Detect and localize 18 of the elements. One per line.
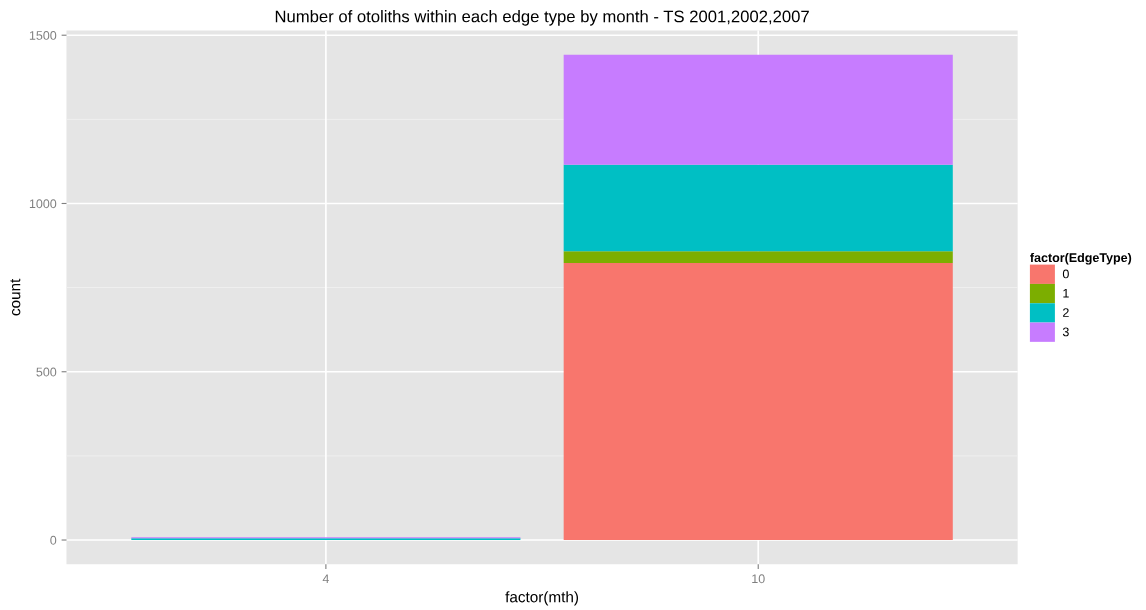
chart-title: Number of otoliths within each edge type by month - TS 2001,2002,2007 xyxy=(275,10,809,26)
legend-label: 2 xyxy=(1063,308,1069,317)
x-tick-label: 10 xyxy=(752,574,765,584)
y-axis-title: count xyxy=(10,278,21,316)
x-tick-label: 4 xyxy=(322,574,329,584)
y-tick-label: 0 xyxy=(50,535,57,545)
bar xyxy=(563,164,953,252)
legend-label: 3 xyxy=(1062,327,1069,337)
y-tick-label: 1000 xyxy=(29,199,57,209)
legend-label: 1 xyxy=(1063,288,1069,298)
legend-title: factor(EdgeType) xyxy=(1030,252,1132,265)
bar xyxy=(563,54,953,165)
y-tick-label: 1500 xyxy=(29,31,57,40)
bar xyxy=(563,251,953,264)
legend-label: 0 xyxy=(1062,269,1069,279)
x-axis-title: factor(mth) xyxy=(505,591,579,606)
bar xyxy=(563,263,953,541)
y-tick-label: 500 xyxy=(36,367,57,377)
